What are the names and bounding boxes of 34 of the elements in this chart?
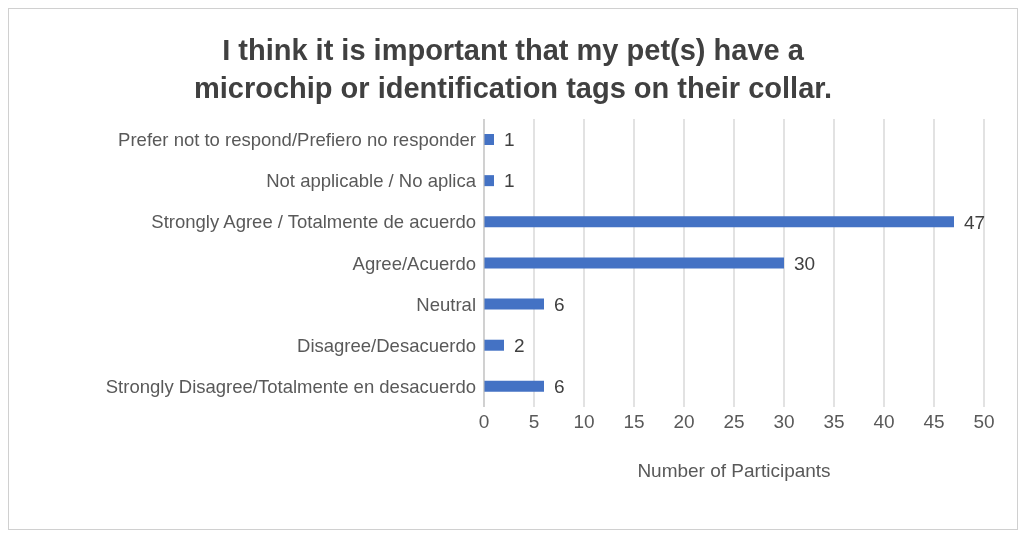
- x-tick-label: 45: [923, 411, 945, 433]
- data-label: 6: [554, 293, 565, 315]
- bar: [484, 298, 544, 310]
- data-label: 2: [514, 334, 525, 356]
- bar: [484, 175, 494, 187]
- x-tick-label: 35: [823, 411, 845, 433]
- y-tick-label: Disagree/Desacuerdo: [297, 334, 476, 356]
- x-axis-title: Number of Participants: [637, 460, 831, 481]
- x-tick-label: 10: [573, 411, 595, 433]
- y-tick-label: Not applicable / No aplica: [266, 170, 477, 192]
- y-tick-label: Strongly Disagree/Totalmente en desacuerdo: [105, 376, 476, 397]
- y-tick-label: Strongly Agree / Totalmente de acuerdo: [151, 211, 476, 233]
- data-label: 1: [504, 129, 515, 151]
- bar: [484, 257, 784, 269]
- x-tick-label: 40: [873, 411, 895, 433]
- bar: [484, 134, 494, 145]
- y-tick-label: Agree/Acuerdo: [352, 252, 476, 274]
- x-tick-label: 50: [973, 411, 995, 433]
- data-label: 1: [504, 170, 515, 192]
- data-label: 47: [964, 211, 986, 233]
- bar: [484, 216, 954, 228]
- data-label: 30: [794, 252, 816, 274]
- x-tick-label: 5: [528, 411, 540, 433]
- chart-title: I think it is important that my pet(s) have a microchip or identification tags on their collar.: [192, 33, 834, 106]
- bar: [484, 380, 544, 392]
- data-label: 6: [554, 376, 565, 398]
- x-tick-label: 30: [773, 411, 795, 433]
- y-tick-label: Neutral: [416, 293, 476, 315]
- x-tick-label: 0: [478, 411, 490, 433]
- x-tick-label: 25: [723, 411, 745, 433]
- y-tick-label: Prefer not to respond/Prefiero no responder: [118, 129, 476, 151]
- x-tick-label: 20: [673, 411, 695, 433]
- x-tick-label: 15: [623, 411, 645, 433]
- bar: [484, 339, 504, 351]
